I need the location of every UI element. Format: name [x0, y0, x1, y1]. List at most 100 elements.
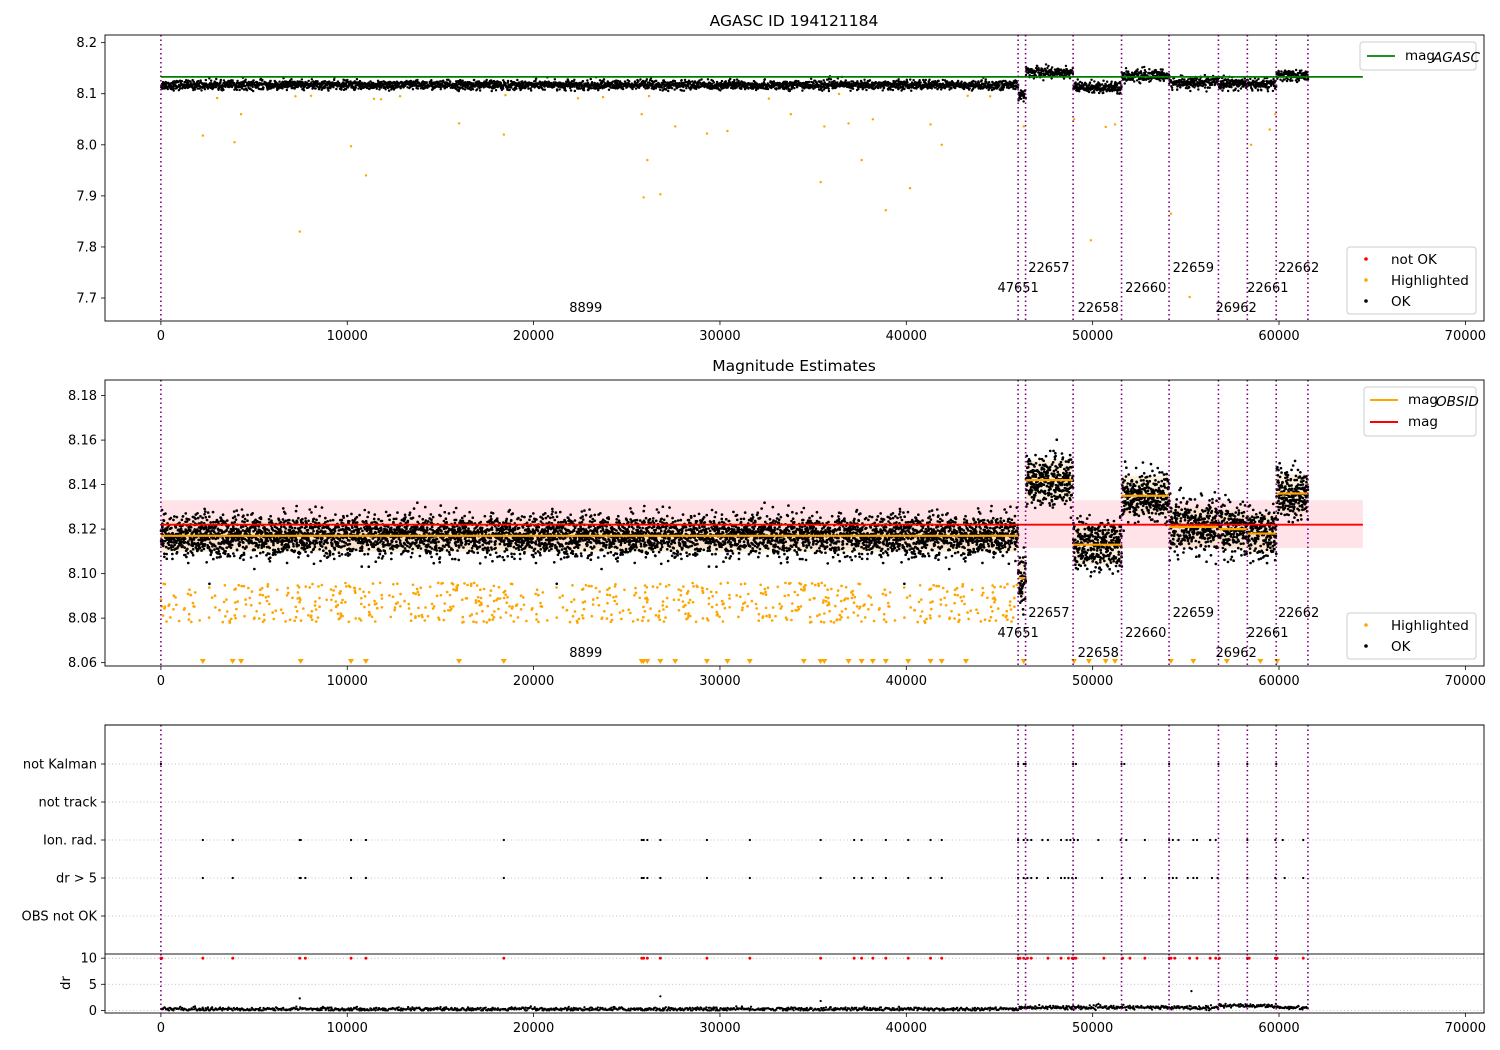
- estimates-legend-point-label: Highlighted: [1391, 618, 1469, 634]
- estimates-xtick-label: 70000: [1445, 674, 1486, 689]
- below-range-marker: [362, 659, 369, 664]
- agasc-ytick-label: 8.0: [76, 138, 97, 153]
- dr-xtick-label: 10000: [327, 1021, 368, 1036]
- below-range-marker: [199, 659, 206, 664]
- agasc-legend-line-label: mag: [1405, 48, 1435, 64]
- magnitude-estimates-legend-points: Highlighted OK: [1346, 612, 1477, 660]
- below-range-marker: [927, 659, 934, 664]
- agasc-legend-point-label: Highlighted: [1391, 273, 1469, 289]
- agasc-legend-box: [1359, 41, 1477, 71]
- estimates-xtick-label: 60000: [1258, 674, 1299, 689]
- agasc-ytick-label: 7.8: [76, 240, 97, 255]
- agasc-panel: AGASC ID 194121184 8899 47651 22657 22658 22…: [76, 12, 1486, 344]
- agasc-ytick-label: 7.9: [76, 189, 97, 204]
- below-range-marker: [821, 659, 828, 664]
- flags-plot-area: [105, 725, 1484, 954]
- dr-axes: 0 10000 20000 30000 40000 50000 60000 70000 0 5 10: [80, 952, 1486, 1036]
- below-range-marker: [703, 659, 710, 664]
- estimates-ytick-label: 8.06: [68, 656, 97, 671]
- agasc-legend-point-swatch: [1364, 278, 1368, 282]
- below-range-marker: [858, 659, 865, 664]
- estimates-legend-line-label: mag: [1408, 392, 1438, 408]
- below-range-marker: [869, 659, 876, 664]
- estimates-ytick-label: 8.18: [68, 389, 97, 404]
- estimates-obsid-label: 22661: [1247, 626, 1288, 641]
- agasc-legend-line-sub: AGASC: [1432, 50, 1481, 66]
- agasc-obsid-label: 26962: [1215, 301, 1256, 316]
- agasc-highlighted-points: [201, 92, 1277, 299]
- estimates-xtick-label: 50000: [1072, 674, 1113, 689]
- estimates-obsid-label: 22657: [1028, 606, 1069, 621]
- magnitude-estimates-plot-area: [159, 380, 1363, 666]
- flag-row-label: dr > 5: [56, 872, 97, 887]
- agasc-xtick-label: 60000: [1258, 329, 1299, 344]
- below-range-marker: [1223, 659, 1230, 664]
- estimates-frame: [104, 379, 1485, 667]
- dr-xtick-label: 0: [157, 1021, 165, 1036]
- estimates-obsid-label: 47651: [997, 626, 1038, 641]
- below-range-marker: [845, 659, 852, 664]
- estimates-ytick-label: 8.16: [68, 434, 97, 449]
- dr-ytick-label: 10: [80, 952, 97, 967]
- flags-frame: [104, 724, 1485, 954]
- dr-xtick-label: 60000: [1258, 1021, 1299, 1036]
- flag-row-label: not track: [38, 796, 97, 811]
- agasc-ytick-label: 7.7: [76, 292, 97, 307]
- agasc-ytick-label: 8.1: [76, 87, 97, 102]
- estimates-xtick-label: 0: [157, 674, 165, 689]
- estimates-highlighted-points: [159, 581, 1019, 624]
- estimates-legend-point-swatch: [1364, 623, 1368, 627]
- estimates-xtick-label: 40000: [886, 674, 927, 689]
- agasc-obsid-label: 22661: [1247, 281, 1288, 296]
- dr-xtick-label: 20000: [513, 1021, 554, 1036]
- estimates-ytick-label: 8.12: [68, 523, 97, 538]
- dr-frame: [104, 953, 1485, 1014]
- below-range-marker: [297, 659, 304, 664]
- below-range-marker: [229, 659, 236, 664]
- dr-plot-area: [105, 954, 1484, 1013]
- flags-panel: not Kalman not track Ion. rad. dr > 5 OBS no…: [22, 724, 1485, 954]
- agasc-legend-point-label: not OK: [1391, 252, 1438, 268]
- below-range-marker: [1112, 659, 1119, 664]
- agasc-plot-area: [160, 35, 1363, 321]
- agasc-legend-point-swatch: [1364, 299, 1368, 303]
- below-range-marker: [672, 659, 679, 664]
- below-range-marker: [938, 659, 945, 664]
- estimates-obsid-label: 22660: [1125, 626, 1166, 641]
- below-range-marker: [347, 659, 354, 664]
- below-range-marker: [1257, 659, 1264, 664]
- estimates-xtick-label: 10000: [327, 674, 368, 689]
- estimates-points-legend-box: [1346, 612, 1477, 660]
- agasc-xtick-label: 10000: [327, 329, 368, 344]
- estimates-obsid-label: 26962: [1215, 646, 1256, 661]
- below-range-marker: [746, 659, 753, 664]
- agasc-legend-point-label: OK: [1391, 294, 1412, 310]
- below-range-marker: [238, 659, 245, 664]
- below-range-marker: [905, 659, 912, 664]
- dr-ytick-label: 5: [89, 978, 97, 993]
- agasc-xtick-label: 0: [157, 329, 165, 344]
- dr-xtick-label: 30000: [699, 1021, 740, 1036]
- agasc-ytick-label: 8.2: [76, 36, 97, 51]
- dr-ytick-label: 0: [89, 1004, 97, 1019]
- magnitude-estimates-panel: Magnitude Estimates 8899 47651 22657 22658 2…: [68, 357, 1486, 689]
- agasc-obsid-label: 22659: [1173, 261, 1214, 276]
- agasc-panel-title: AGASC ID 194121184: [710, 12, 879, 30]
- below-range-marker: [882, 659, 889, 664]
- agasc-obsid-label: 8899: [569, 301, 602, 316]
- estimates-legend-point-label: OK: [1391, 639, 1412, 655]
- agasc-obsid-label: 22662: [1278, 261, 1319, 276]
- below-range-marker: [644, 659, 651, 664]
- magnitude-estimates-axes: 8899 47651 22657 22658 22660 22659 26962 22661 2…: [68, 379, 1486, 689]
- agasc-xtick-label: 30000: [699, 329, 740, 344]
- below-range-marker: [456, 659, 463, 664]
- agasc-frame: [104, 34, 1485, 322]
- below-range-marker: [724, 659, 731, 664]
- estimates-obsid-label: 22662: [1278, 606, 1319, 621]
- agasc-xtick-label: 70000: [1445, 329, 1486, 344]
- agasc-axes: 8899 47651 22657 22658 22660 22659 26962 22661 2…: [76, 34, 1486, 344]
- dr-xtick-label: 50000: [1072, 1021, 1113, 1036]
- flag-row-label: not Kalman: [23, 758, 97, 773]
- agasc-xtick-label: 50000: [1072, 329, 1113, 344]
